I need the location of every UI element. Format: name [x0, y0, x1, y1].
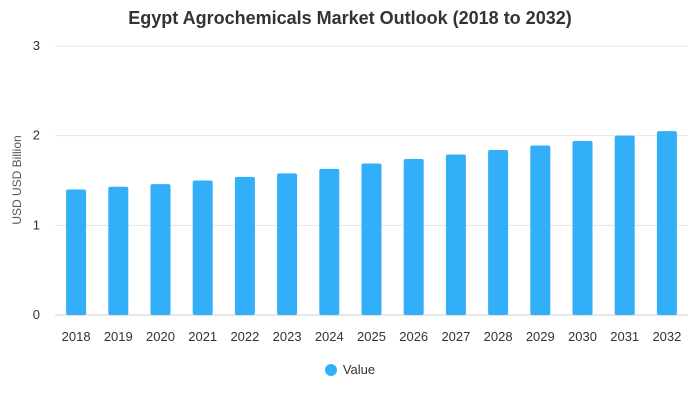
y-tick-label: 0	[33, 307, 40, 322]
y-tick-label: 1	[33, 217, 40, 232]
x-tick-label: 2025	[357, 329, 386, 344]
x-tick-label: 2030	[568, 329, 597, 344]
bar-2029[interactable]	[530, 145, 551, 315]
x-tick-label: 2023	[273, 329, 302, 344]
chart-title: Egypt Agrochemicals Market Outlook (2018…	[128, 8, 572, 28]
x-tick-label: 2032	[652, 329, 681, 344]
bar-2022[interactable]	[234, 176, 255, 315]
x-tick-label: 2026	[399, 329, 428, 344]
bar-2020[interactable]	[150, 184, 171, 315]
legend[interactable]: Value	[0, 362, 700, 377]
x-tick-label: 2022	[230, 329, 259, 344]
x-axis-ticks: 2018 2019 2020 2021 2022 2023 2024 2025 2026 2027…	[62, 329, 682, 344]
bar-2026[interactable]	[403, 158, 424, 315]
x-tick-label: 2031	[610, 329, 639, 344]
bar-2025[interactable]	[361, 163, 382, 315]
x-tick-label: 2029	[526, 329, 555, 344]
bar-2018[interactable]	[66, 189, 87, 315]
x-tick-label: 2021	[188, 329, 217, 344]
bar-2021[interactable]	[192, 180, 213, 316]
x-tick-label: 2027	[441, 329, 470, 344]
legend-label: Value	[342, 362, 376, 377]
y-tick-label: 3	[33, 38, 40, 53]
bar-2023[interactable]	[277, 173, 298, 315]
bar-2027[interactable]	[445, 154, 466, 315]
legend-swatch-icon	[324, 363, 337, 376]
x-tick-label: 2019	[104, 329, 133, 344]
y-axis-ticks: 0 1 2 3	[33, 38, 40, 322]
x-tick-label: 2018	[62, 329, 91, 344]
bar-2030[interactable]	[572, 141, 593, 315]
y-tick-label: 2	[33, 128, 40, 143]
bar-2031[interactable]	[614, 135, 635, 315]
bar-2024[interactable]	[319, 168, 340, 315]
x-tick-label: 2024	[315, 329, 344, 344]
x-tick-label: 2020	[146, 329, 175, 344]
x-tick-label: 2028	[484, 329, 513, 344]
bar-2032[interactable]	[656, 131, 677, 315]
bar-2028[interactable]	[488, 150, 509, 315]
bar-series	[66, 131, 677, 315]
bar-2019[interactable]	[108, 186, 129, 315]
